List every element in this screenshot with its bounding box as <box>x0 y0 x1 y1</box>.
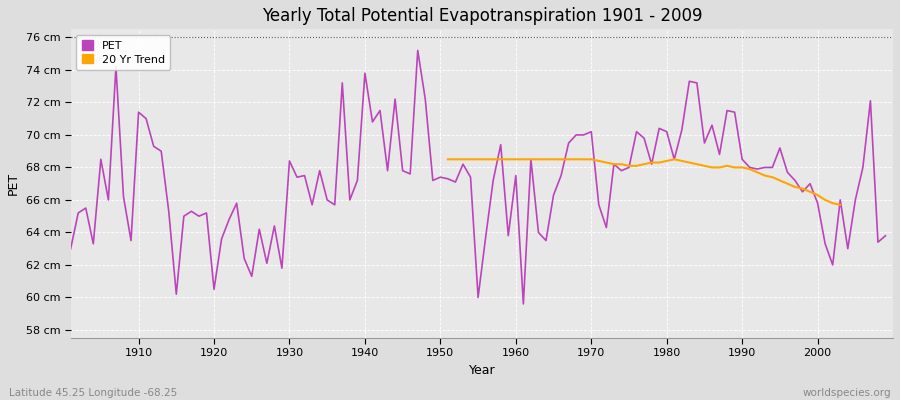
Y-axis label: PET: PET <box>7 172 20 195</box>
Text: Latitude 45.25 Longitude -68.25: Latitude 45.25 Longitude -68.25 <box>9 388 177 398</box>
Legend: PET, 20 Yr Trend: PET, 20 Yr Trend <box>76 35 170 70</box>
Title: Yearly Total Potential Evapotranspiration 1901 - 2009: Yearly Total Potential Evapotranspiratio… <box>262 7 702 25</box>
X-axis label: Year: Year <box>469 364 495 377</box>
Text: worldspecies.org: worldspecies.org <box>803 388 891 398</box>
